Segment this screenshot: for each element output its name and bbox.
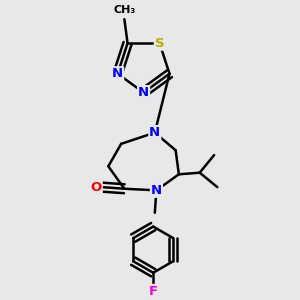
Text: N: N	[149, 126, 160, 139]
Text: CH₃: CH₃	[114, 5, 136, 15]
Text: S: S	[155, 37, 164, 50]
Text: N: N	[112, 67, 123, 80]
Text: N: N	[138, 86, 149, 99]
Text: F: F	[148, 285, 158, 298]
Text: O: O	[91, 181, 102, 194]
Text: N: N	[151, 184, 162, 197]
